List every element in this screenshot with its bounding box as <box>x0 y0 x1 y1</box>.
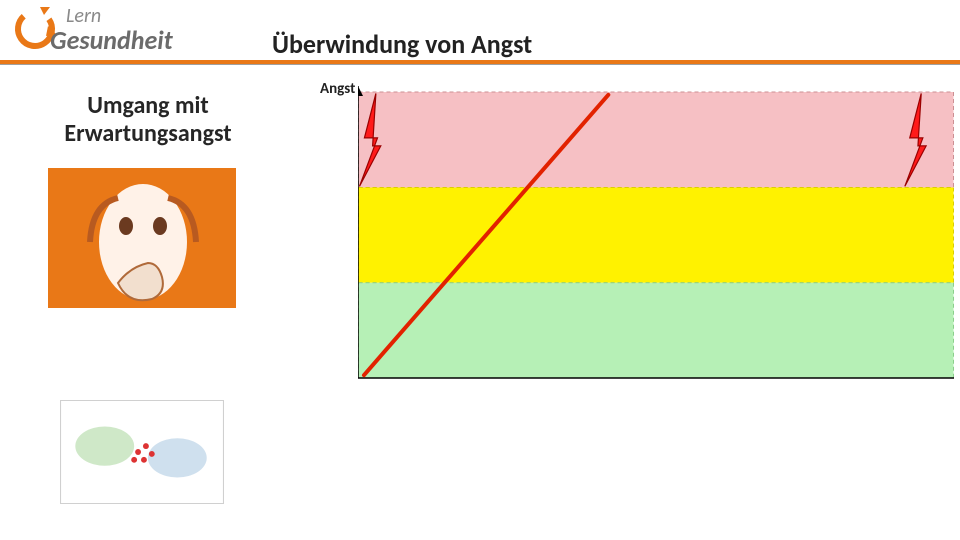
illustration-anxious-face <box>48 168 236 308</box>
brand-logo: Lern Gesundheit <box>12 4 242 58</box>
anxiety-chart <box>358 84 954 386</box>
page-title: Überwindung von Angst <box>272 28 532 60</box>
header-divider-thin <box>0 64 960 65</box>
zone-medium-anxiety <box>359 188 954 283</box>
section-subtitle: Umgang mit Erwartungsangst <box>28 92 268 147</box>
chart-y-axis-label: Angst <box>320 80 355 98</box>
illustration-synapse <box>60 400 224 504</box>
logo-text-bottom: Gesundheit <box>50 24 173 56</box>
zone-low-anxiety <box>359 283 954 378</box>
zone-high-anxiety <box>359 92 954 188</box>
